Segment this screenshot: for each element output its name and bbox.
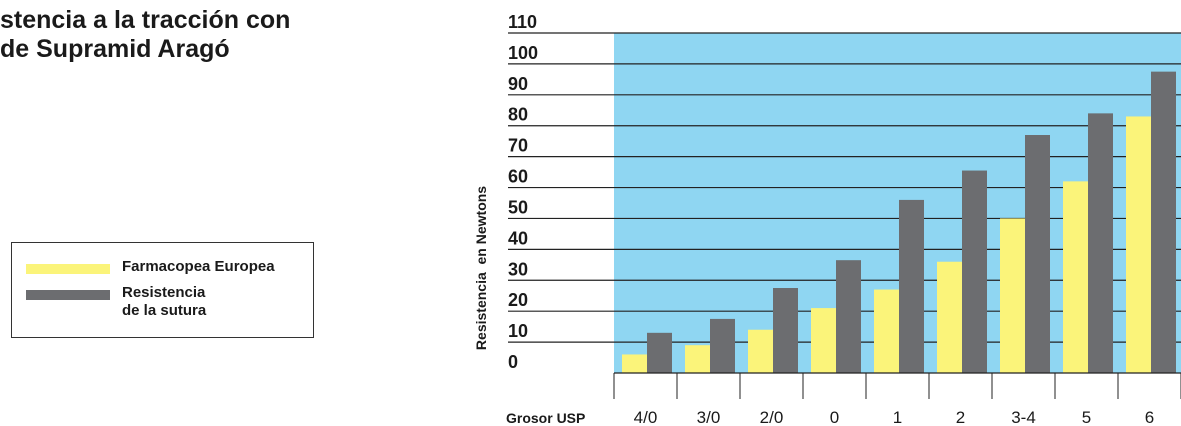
y-tick-label: 0: [508, 352, 518, 372]
bar-sutura-5: [1088, 113, 1113, 373]
bar-farmacopea-3/0: [685, 345, 710, 373]
y-tick-label: 60: [508, 167, 528, 187]
x-axis: 4/0 3/0 2/0 0 1 2 3-4 5 6: [613, 372, 1181, 426]
legend-label-sutura-line-1: Resistencia: [122, 284, 206, 301]
bar-farmacopea-4/0: [622, 354, 647, 373]
y-tick-label: 90: [508, 74, 528, 94]
x-tick-label: 6: [1145, 408, 1154, 426]
legend-label-sutura-line-2: de la sutura: [122, 302, 207, 319]
legend: Farmacopea Europea Resistencia de la sut…: [11, 242, 314, 338]
y-tick-label: 30: [508, 259, 528, 279]
x-tick-label: 5: [1082, 408, 1091, 426]
y-tick-labels: 0 10 20 30 40 50 60 70 80 90 100 110: [508, 12, 538, 372]
bar-sutura-6: [1151, 71, 1176, 374]
x-tick-label: 4/0: [634, 408, 658, 426]
legend-swatch-sutura: [26, 290, 110, 300]
bar-sutura-1: [899, 199, 924, 373]
bar-farmacopea-0: [811, 308, 836, 373]
legend-label-farmacopea: Farmacopea Europea: [122, 258, 275, 275]
bar-farmacopea-2/0: [748, 329, 773, 373]
y-tick-label: 70: [508, 136, 528, 156]
series-farmacopea: [622, 116, 1151, 374]
legend-swatch-farmacopea: [26, 264, 110, 274]
chart-title-line-1: stencia a la tracción con: [0, 6, 291, 34]
bar-sutura-2/0: [773, 288, 798, 373]
y-axis-title: Resistencia en Newtons: [473, 186, 489, 350]
y-tick-label: 110: [508, 12, 537, 32]
y-tick-label: 40: [508, 228, 528, 248]
x-tick-label: 2/0: [760, 408, 784, 426]
y-tick-label: 50: [508, 197, 528, 217]
x-tick-label: 0: [830, 408, 839, 426]
bar-farmacopea-1: [874, 289, 899, 373]
x-axis-title: Grosor USP: [506, 410, 585, 426]
x-tick-label: 1: [893, 408, 902, 426]
bar-sutura-4/0: [647, 332, 672, 373]
bar-farmacopea-6: [1126, 116, 1151, 374]
bar-sutura-3/0: [710, 318, 735, 373]
y-tick-label: 20: [508, 290, 528, 310]
series-sutura: [647, 71, 1176, 374]
x-tick-label: 3-4: [1011, 408, 1036, 426]
y-tick-label: 100: [508, 43, 538, 63]
bar-sutura-0: [836, 260, 861, 373]
legend-label-sutura: Resistencia de la sutura: [122, 284, 322, 320]
x-tick-label: 2: [956, 408, 965, 426]
x-tick-label: 3/0: [697, 408, 721, 426]
bar-farmacopea-2: [937, 261, 962, 373]
bar-farmacopea-5: [1063, 181, 1088, 373]
y-tick-label: 10: [508, 321, 528, 341]
bar-sutura-2: [962, 170, 987, 373]
bar-farmacopea-3-4: [1000, 218, 1025, 373]
chart-title-line-2: de Supramid Aragó: [0, 35, 230, 63]
bar-sutura-3-4: [1025, 135, 1050, 373]
bars: [622, 71, 1176, 374]
chart-title: stencia a la tracción con de Supramid Ar…: [0, 6, 290, 64]
y-tick-label: 80: [508, 105, 528, 125]
